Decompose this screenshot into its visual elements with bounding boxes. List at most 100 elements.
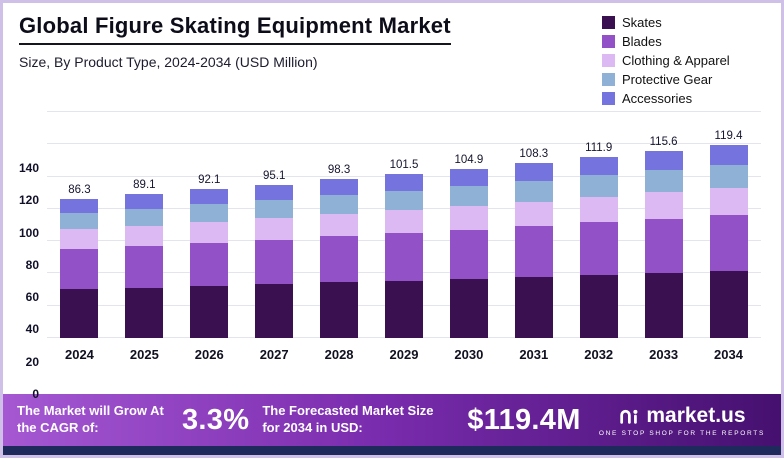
bar-2026: 92.1: [177, 112, 242, 338]
segment-clothing-apparel-2029: [384, 210, 423, 234]
legend-swatch: [602, 35, 615, 48]
y-tick-140: 140: [18, 161, 39, 175]
segment-accessories-2024: [60, 198, 99, 213]
segment-blades-2032: [579, 222, 618, 275]
y-tick-40: 40: [25, 322, 39, 337]
bottom-strip: [3, 446, 781, 455]
segment-blades-2033: [644, 218, 683, 273]
gridline-140: [47, 111, 761, 112]
legend-item-protective-gear: Protective Gear: [602, 72, 767, 87]
bar-total-label-2028: 98.3: [327, 164, 351, 177]
segment-blades-2029: [384, 233, 423, 281]
bar-stack-2030: [449, 168, 488, 338]
x-tick-2030: 2030: [454, 347, 484, 362]
bar-2025: 89.1: [112, 112, 177, 338]
bar-stack-2024: [60, 198, 99, 338]
legend-swatch: [602, 73, 615, 86]
segment-clothing-apparel-2032: [579, 196, 618, 223]
segment-skates-2024: [60, 289, 99, 338]
legend-swatch: [602, 16, 615, 29]
bar-stack-2032: [579, 157, 618, 338]
bar-2027: 95.1: [242, 112, 307, 338]
chart-plot: 86.3 89.1 92.1 95.1 98.3 101.5 104.9 108.3 111.9…: [47, 111, 761, 338]
segment-skates-2030: [449, 278, 488, 338]
segment-clothing-apparel-2026: [190, 222, 229, 243]
segment-protective-gear-2030: [449, 185, 488, 206]
legend-item-blades: Blades: [602, 34, 767, 49]
x-axis-labels: 2024 2025 2026 2027 2028 2029 2030 2031 2032 2033…: [47, 347, 761, 362]
bar-2034: 119.4: [696, 112, 761, 338]
y-tick-100: 100: [18, 225, 39, 240]
segment-protective-gear-2034: [709, 164, 748, 188]
chart-legend: Skates Blades Clothing & Apparel Protective…: [602, 13, 767, 106]
segment-blades-2028: [320, 236, 359, 283]
x-tick-2028: 2028: [324, 347, 354, 362]
x-tick-2029: 2029: [389, 347, 419, 362]
bar-total-label-2034: 119.4: [714, 130, 743, 143]
segment-accessories-2029: [384, 174, 423, 191]
segment-skates-2028: [320, 282, 359, 338]
bar-total-label-2031: 108.3: [519, 148, 549, 161]
segment-clothing-apparel-2033: [644, 192, 683, 219]
bar-total-label-2033: 115.6: [649, 136, 678, 149]
segment-skates-2032: [579, 274, 618, 338]
chart-header: Global Figure Skating Equipment Market S…: [3, 3, 781, 106]
segment-accessories-2031: [514, 163, 553, 181]
bar-stack-2027: [255, 184, 294, 338]
legend-label: Protective Gear: [622, 72, 713, 87]
bar-total-label-2030: 104.9: [454, 153, 484, 166]
legend-label: Skates: [622, 15, 662, 30]
segment-accessories-2027: [255, 184, 294, 200]
segment-clothing-apparel-2025: [125, 225, 164, 246]
bar-total-label-2026: 92.1: [198, 174, 221, 187]
bar-stack-2028: [320, 179, 359, 338]
bar-stack-2025: [125, 194, 164, 338]
x-tick-2032: 2032: [584, 347, 614, 362]
segment-skates-2029: [384, 280, 423, 338]
plot-column: 86.3 89.1 92.1 95.1 98.3 101.5 104.9 108.3 111.9…: [47, 111, 761, 394]
x-tick-2025: 2025: [129, 347, 159, 362]
segment-protective-gear-2024: [60, 212, 99, 230]
gridline-120: [47, 143, 761, 145]
x-tick-2031: 2031: [519, 347, 549, 362]
bar-total-label-2027: 95.1: [262, 169, 286, 182]
bar-2028: 98.3: [307, 112, 372, 338]
brand-row: market.us: [618, 403, 746, 428]
x-tick-2033: 2033: [649, 347, 679, 362]
y-tick-120: 120: [18, 193, 39, 208]
cagr-banner: The Market will Grow At the CAGR of: 3.3…: [3, 394, 781, 446]
y-axis: 0 20 40 60 80 100 120 140: [11, 112, 47, 400]
bar-2032: 111.9: [566, 112, 631, 338]
segment-blades-2034: [709, 214, 748, 271]
segment-skates-2031: [514, 276, 553, 338]
x-tick-2024: 2024: [64, 347, 94, 362]
segment-protective-gear-2033: [644, 169, 683, 193]
segment-accessories-2026: [190, 189, 229, 205]
cagr-label: The Market will Grow At the CAGR of:: [17, 403, 164, 435]
segment-protective-gear-2028: [320, 195, 359, 215]
segment-protective-gear-2025: [125, 208, 164, 226]
bar-stack-2029: [384, 174, 423, 338]
bar-total-label-2025: 89.1: [133, 179, 156, 192]
segment-blades-2031: [514, 226, 553, 277]
segment-accessories-2025: [125, 194, 164, 209]
segment-skates-2027: [255, 284, 294, 338]
legend-label: Clothing & Apparel: [622, 53, 730, 68]
bar-2030: 104.9: [436, 112, 501, 338]
bar-2031: 108.3: [501, 112, 566, 338]
bar-stack-2031: [514, 163, 553, 338]
brand-tagline: ONE STOP SHOP FOR THE REPORTS: [598, 429, 765, 437]
segment-clothing-apparel-2030: [449, 205, 488, 230]
forecast-value: $119.4M: [467, 403, 581, 436]
page-title: Global Figure Skating Equipment Market: [19, 13, 451, 45]
bar-2033: 115.6: [631, 112, 696, 338]
segment-clothing-apparel-2034: [709, 187, 748, 215]
bar-total-label-2032: 111.9: [585, 142, 613, 155]
brand-name: market.us: [646, 403, 746, 427]
bar-total-label-2024: 86.3: [68, 183, 91, 196]
page-subtitle: Size, By Product Type, 2024-2034 (USD Mi…: [19, 54, 318, 70]
legend-label: Accessories: [622, 91, 693, 106]
segment-blades-2027: [255, 239, 294, 285]
y-tick-0: 0: [32, 387, 39, 401]
y-tick-80: 80: [25, 257, 39, 272]
